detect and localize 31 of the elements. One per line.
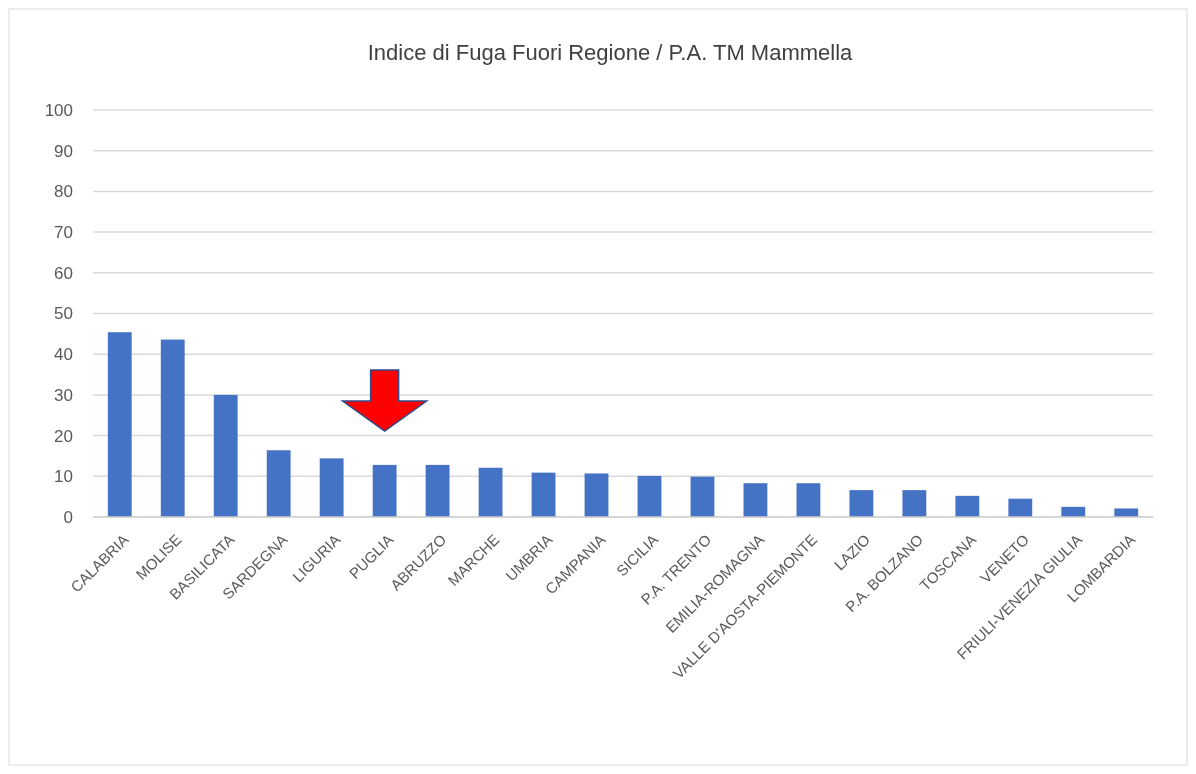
bar	[107, 332, 132, 517]
y-tick-label: 10	[54, 467, 73, 487]
bar	[478, 467, 503, 517]
y-tick-label: 70	[54, 223, 73, 243]
bar	[584, 473, 609, 517]
y-tick-label: 40	[54, 345, 73, 365]
bar	[796, 483, 821, 517]
bar	[213, 394, 238, 517]
bar	[319, 458, 344, 517]
bar	[849, 490, 874, 517]
bar	[425, 464, 450, 517]
y-tick-label: 90	[54, 141, 73, 161]
chart-title: Indice di Fuga Fuori Regione / P.A. TM Mammella	[367, 40, 854, 65]
bar	[690, 476, 715, 517]
y-tick-label: 30	[54, 385, 73, 405]
y-tick-label: 100	[44, 100, 73, 120]
bar	[1008, 498, 1033, 517]
y-tick-label: 50	[54, 304, 73, 324]
bar	[266, 450, 291, 517]
bar	[955, 495, 980, 517]
bar	[902, 490, 927, 517]
bar	[531, 472, 556, 517]
bar	[743, 483, 768, 517]
y-tick-label: 0	[63, 507, 73, 527]
bar	[637, 475, 662, 517]
y-tick-label: 80	[54, 182, 73, 202]
bar	[1114, 508, 1139, 517]
y-tick-label: 60	[54, 263, 73, 283]
bar	[160, 339, 185, 517]
y-tick-label: 20	[54, 426, 73, 446]
bar	[372, 464, 397, 517]
